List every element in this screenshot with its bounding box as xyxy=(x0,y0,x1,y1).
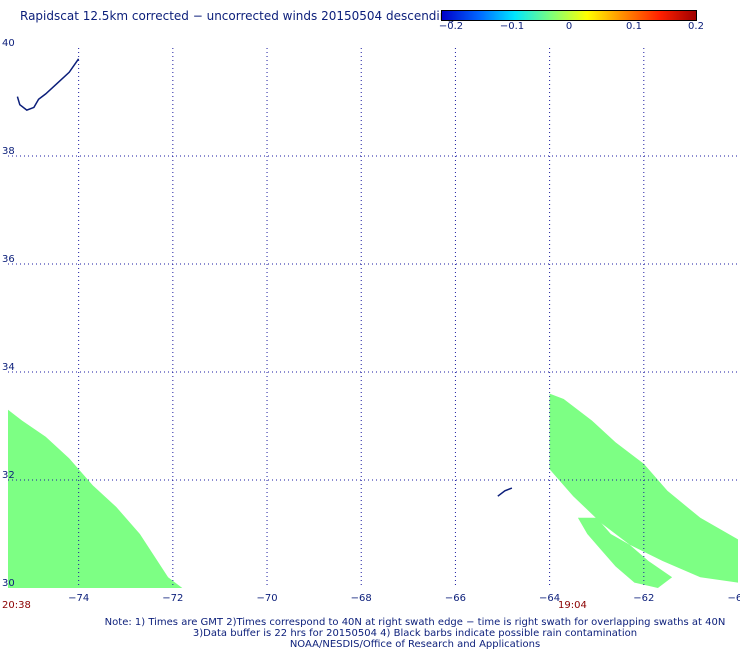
lon-tick-label: −72 xyxy=(162,593,183,604)
lat-tick-label: 34 xyxy=(2,362,15,373)
colorbar-tick-label: 0.1 xyxy=(626,21,642,32)
lat-tick-label: 40 xyxy=(2,38,15,49)
colorbar-tick-label: −0.1 xyxy=(499,21,525,32)
colorbar-tick-label: 0.2 xyxy=(688,21,704,32)
swath-area xyxy=(8,409,183,588)
lon-tick-label: −70 xyxy=(256,593,277,604)
swath-area xyxy=(577,517,673,588)
lat-tick-label: 30 xyxy=(2,578,15,589)
swath-time-label: 19:04 xyxy=(558,600,587,611)
note-line: Note: 1) Times are GMT 2)Times correspon… xyxy=(104,617,726,628)
map-title: Rapidscat 12.5km corrected − uncorrected… xyxy=(20,9,455,23)
coastline xyxy=(16,58,80,111)
colorbar xyxy=(441,10,697,21)
swath-time-label: 20:38 xyxy=(2,600,31,611)
bermuda-island xyxy=(497,487,513,497)
lon-tick-label: −66 xyxy=(445,593,466,604)
note-line: 3)Data buffer is 22 hrs for 20150504 4) … xyxy=(192,628,638,639)
colorbar-tick-label: −0.2 xyxy=(438,21,464,32)
lon-tick-label: −60 xyxy=(727,593,740,604)
lat-tick-label: 36 xyxy=(2,254,15,265)
lon-tick-label: −64 xyxy=(539,593,560,604)
lat-tick-label: 38 xyxy=(2,146,15,157)
colorbar-tick-label: 0 xyxy=(565,21,573,32)
lat-tick-label: 32 xyxy=(2,470,15,481)
lon-tick-label: −74 xyxy=(68,593,89,604)
lon-tick-label: −62 xyxy=(633,593,654,604)
note-line: NOAA/NESDIS/Office of Research and Appli… xyxy=(289,639,541,650)
footnotes: Note: 1) Times are GMT 2)Times correspon… xyxy=(0,617,740,650)
lon-tick-label: −68 xyxy=(351,593,372,604)
